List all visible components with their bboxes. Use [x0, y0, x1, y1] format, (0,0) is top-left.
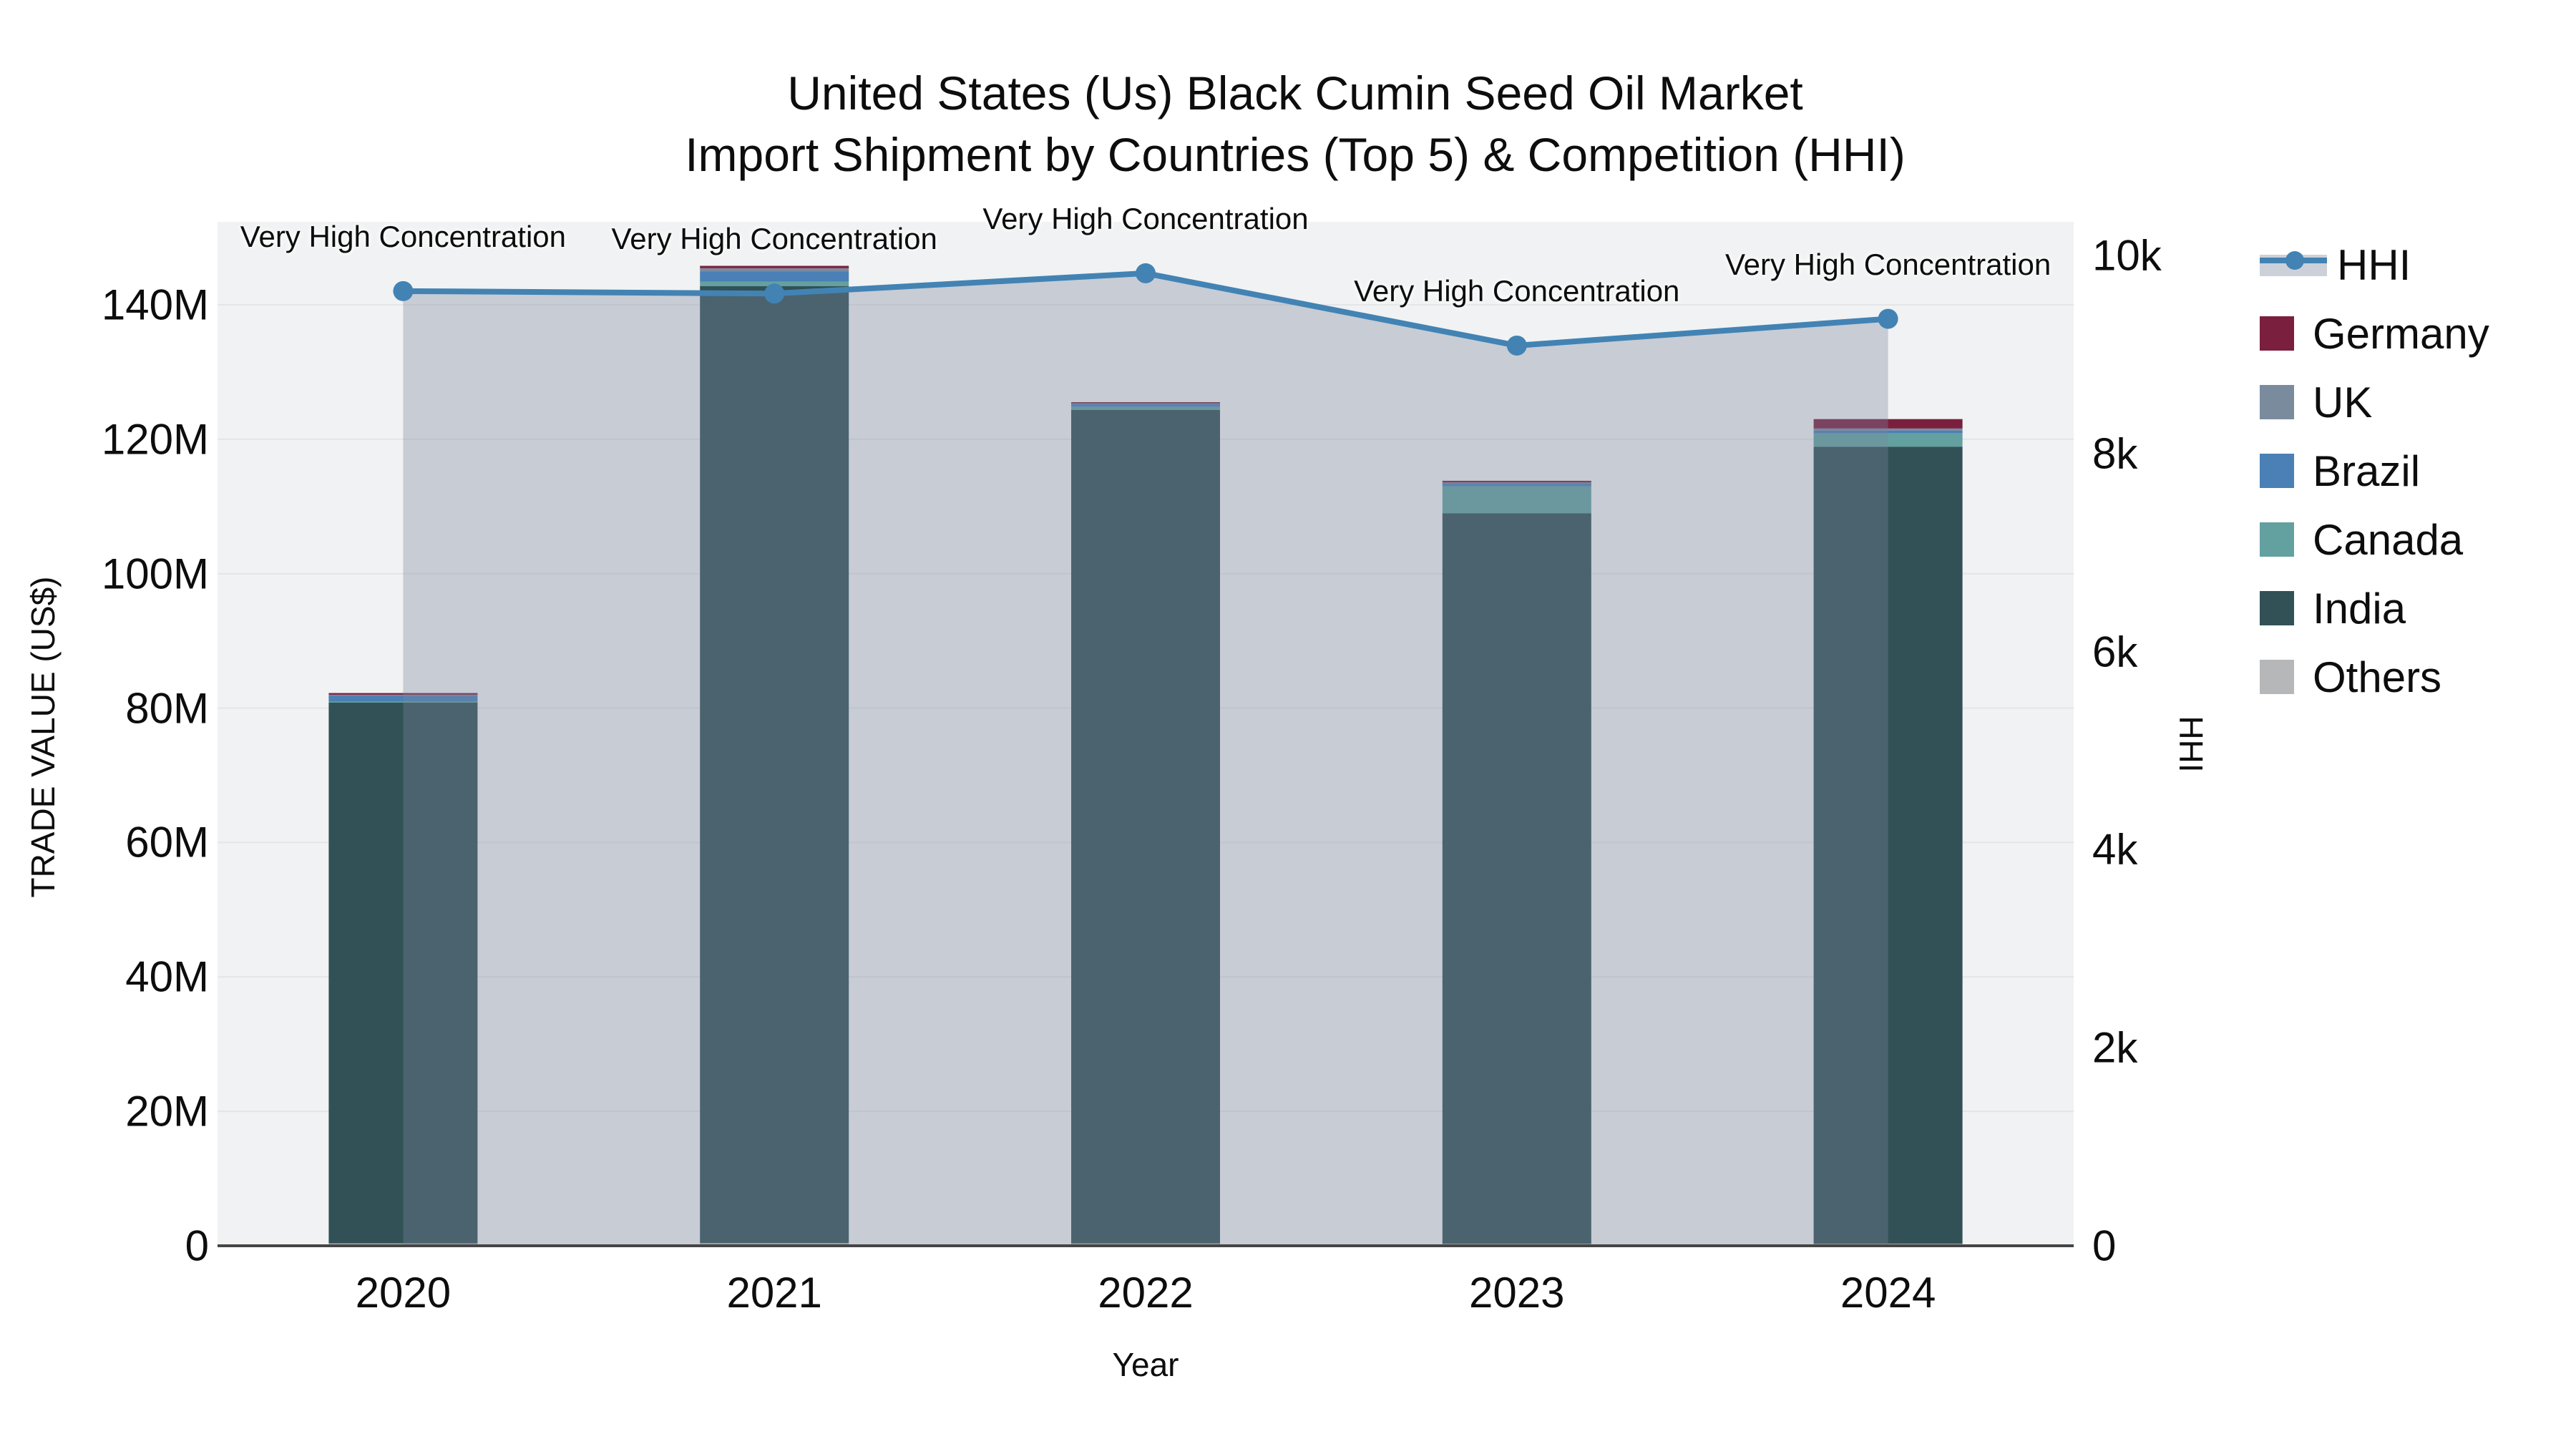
bar-segment-uk-2022[interactable]: [1071, 403, 1220, 404]
bar-segment-uk-2024[interactable]: [1813, 428, 1963, 431]
legend-item-uk[interactable]: UK: [2260, 368, 2489, 436]
bar-segment-uk-2023[interactable]: [1442, 482, 1591, 484]
y-right-tick-0: 0: [2092, 1221, 2117, 1270]
legend-label-canada: Canada: [2313, 515, 2464, 564]
hhi-marker-2023[interactable]: [1506, 335, 1527, 356]
legend-swatch-others-icon: [2260, 660, 2294, 694]
y-left-tick-120M: 120M: [101, 415, 209, 464]
legend-item-india[interactable]: India: [2260, 574, 2489, 643]
legend-swatch-uk-icon: [2260, 385, 2294, 419]
y-right-tick-10k: 10k: [2092, 231, 2162, 280]
bar-segment-uk-2020[interactable]: [328, 694, 478, 696]
bar-segment-canada-2020[interactable]: [328, 701, 478, 703]
x-tick-2021: 2021: [726, 1269, 822, 1317]
y-axis-title-right: HHI: [2172, 716, 2210, 773]
chart-title-line2: Import Shipment by Countries (Top 5) & C…: [685, 128, 1906, 181]
bar-segment-india-2022[interactable]: [1071, 409, 1220, 1244]
bar-segment-brazil-2023[interactable]: [1442, 483, 1591, 487]
x-axis-title: Year: [1112, 1346, 1179, 1383]
y-right-tick-6k: 6k: [2092, 628, 2138, 676]
legend-swatch-germany-icon: [2260, 316, 2294, 351]
y-left-tick-0: 0: [185, 1221, 209, 1270]
bar-segment-germany-2024[interactable]: [1813, 419, 1963, 429]
y-right-tick-4k: 4k: [2092, 825, 2138, 874]
annotation-2023: Very High Concentration: [1354, 273, 1680, 308]
legend-label-uk: UK: [2313, 378, 2373, 426]
bar-segment-india-2021[interactable]: [700, 286, 849, 1244]
hhi-marker-2021[interactable]: [764, 283, 785, 304]
bar-segment-germany-2022[interactable]: [1071, 402, 1220, 404]
bar-segment-canada-2024[interactable]: [1813, 433, 1963, 447]
x-tick-2023: 2023: [1469, 1269, 1565, 1317]
x-tick-2020: 2020: [355, 1269, 452, 1317]
hhi-marker-2020[interactable]: [393, 280, 414, 301]
bar-segment-brazil-2022[interactable]: [1071, 404, 1220, 407]
legend-label-germany: Germany: [2313, 309, 2489, 358]
legend-swatch-brazil-icon: [2260, 454, 2294, 488]
x-tick-2024: 2024: [1840, 1269, 1936, 1317]
y-left-tick-80M: 80M: [125, 684, 209, 733]
legend-label-hhi: HHI: [2337, 240, 2411, 289]
legend-item-canada[interactable]: Canada: [2260, 505, 2489, 574]
chart-title-line1: United States (Us) Black Cumin Seed Oil …: [787, 67, 1803, 119]
legend-label-others: Others: [2313, 653, 2442, 701]
legend-item-hhi[interactable]: HHI: [2260, 230, 2489, 299]
annotation-2020: Very High Concentration: [240, 219, 567, 253]
y-left-tick-60M: 60M: [125, 818, 209, 867]
hhi-marker-2022[interactable]: [1136, 263, 1156, 283]
annotation-2024: Very High Concentration: [1724, 247, 2051, 281]
y-left-tick-20M: 20M: [125, 1087, 209, 1136]
bar-segment-germany-2023[interactable]: [1442, 480, 1591, 483]
legend: HHI Germany UK Brazil Canada India Others: [2260, 230, 2489, 711]
y-right-tick-8k: 8k: [2092, 429, 2138, 478]
bar-segment-germany-2020[interactable]: [328, 693, 478, 695]
bar-segment-india-2023[interactable]: [1442, 513, 1591, 1244]
hhi-marker-2024[interactable]: [1878, 308, 1898, 329]
y-axis-title-left: TRADE VALUE (US$): [24, 576, 62, 898]
bar-segment-germany-2021[interactable]: [700, 265, 849, 268]
annotation-2022: Very High Concentration: [982, 201, 1309, 235]
bar-segment-canada-2022[interactable]: [1071, 406, 1220, 410]
annotation-2021: Very High Concentration: [611, 222, 937, 256]
y-left-tick-140M: 140M: [101, 280, 209, 329]
legend-label-india: India: [2313, 584, 2406, 633]
bar-segment-brazil-2020[interactable]: [328, 696, 478, 702]
x-tick-2022: 2022: [1098, 1269, 1194, 1317]
legend-swatch-canada-icon: [2260, 522, 2294, 557]
y-left-tick-40M: 40M: [125, 952, 209, 1001]
legend-label-brazil: Brazil: [2313, 447, 2421, 495]
bar-segment-canada-2023[interactable]: [1442, 486, 1591, 514]
bar-segment-india-2020[interactable]: [328, 702, 478, 1244]
y-left-tick-100M: 100M: [101, 550, 209, 598]
bar-segment-brazil-2021[interactable]: [700, 271, 849, 282]
legend-item-germany[interactable]: Germany: [2260, 299, 2489, 368]
bar-segment-brazil-2024[interactable]: [1813, 430, 1963, 434]
legend-swatch-india-icon: [2260, 591, 2294, 625]
y-right-tick-2k: 2k: [2092, 1023, 2138, 1072]
legend-item-brazil[interactable]: Brazil: [2260, 436, 2489, 505]
hhi-area: [403, 273, 1888, 1246]
hhi-legend-swatch-icon: [2260, 243, 2327, 286]
bar-segment-india-2024[interactable]: [1813, 447, 1963, 1244]
bar-segment-uk-2021[interactable]: [700, 268, 849, 272]
legend-item-others[interactable]: Others: [2260, 643, 2489, 711]
